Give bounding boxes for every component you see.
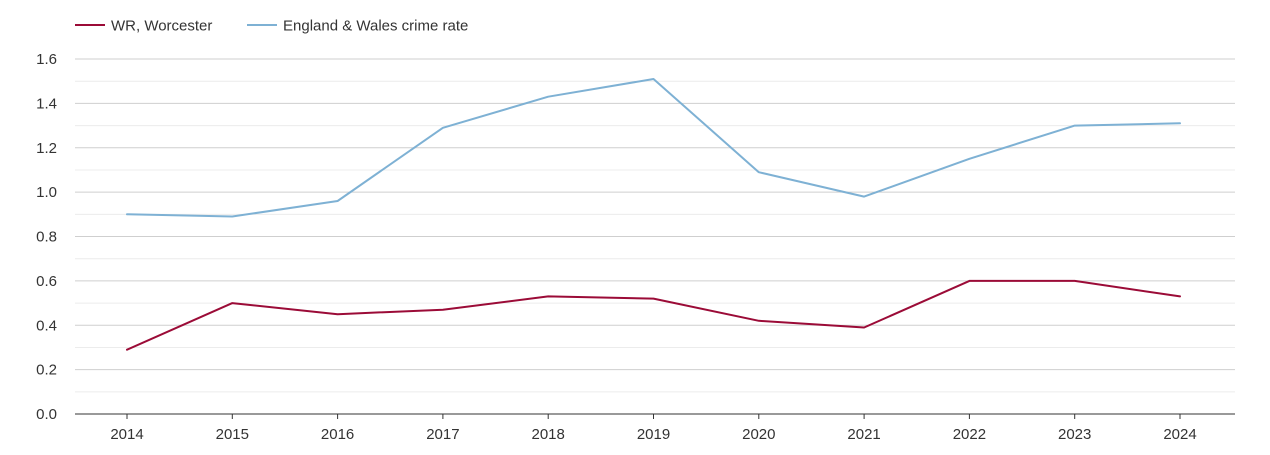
x-tick-label: 2019 bbox=[637, 426, 670, 443]
y-tick-label: 0.2 bbox=[36, 362, 57, 379]
gridlines bbox=[75, 58, 1235, 393]
x-tick-label: 2020 bbox=[742, 426, 775, 443]
y-tick-label: 1.4 bbox=[36, 95, 57, 112]
legend-label: WR, Worcester bbox=[111, 18, 212, 35]
y-tick-label: 1.2 bbox=[36, 140, 57, 157]
x-tick-label: 2017 bbox=[426, 426, 459, 443]
y-axis: 0.0 0.2 0.4 0.6 0.8 1.0 1.2 1.4 1.6 bbox=[36, 51, 57, 423]
x-tick-label: 2016 bbox=[321, 426, 354, 443]
x-tick-label: 2022 bbox=[953, 426, 986, 443]
x-tick-label: 2014 bbox=[110, 426, 143, 443]
x-axis: 2014 2015 2016 2017 2018 2019 2020 2021 2022 2023… bbox=[75, 413, 1235, 443]
x-tick-label: 2015 bbox=[216, 426, 249, 443]
x-tick-label: 2018 bbox=[532, 426, 565, 443]
x-tick-label: 2024 bbox=[1163, 426, 1196, 443]
series-line-0 bbox=[126, 279, 1181, 351]
y-tick-label: 0.4 bbox=[36, 317, 57, 334]
x-tick-label: 2023 bbox=[1058, 426, 1091, 443]
y-tick-label: 0.8 bbox=[36, 229, 57, 246]
y-tick-label: 1.0 bbox=[36, 184, 57, 201]
y-tick-label: 0.6 bbox=[36, 273, 57, 290]
series-line-1 bbox=[126, 78, 1181, 218]
y-tick-label: 1.6 bbox=[36, 51, 57, 68]
legend-item-0[interactable]: WR, Worcester bbox=[75, 18, 212, 35]
legend-item-1[interactable]: England & Wales crime rate bbox=[247, 18, 468, 35]
y-tick-label: 0.0 bbox=[36, 406, 57, 423]
legend: WR, Worcester England & Wales crime rate bbox=[75, 18, 468, 35]
x-tick-label: 2021 bbox=[847, 426, 880, 443]
series-layer bbox=[126, 78, 1181, 351]
legend-label: England & Wales crime rate bbox=[283, 18, 468, 35]
